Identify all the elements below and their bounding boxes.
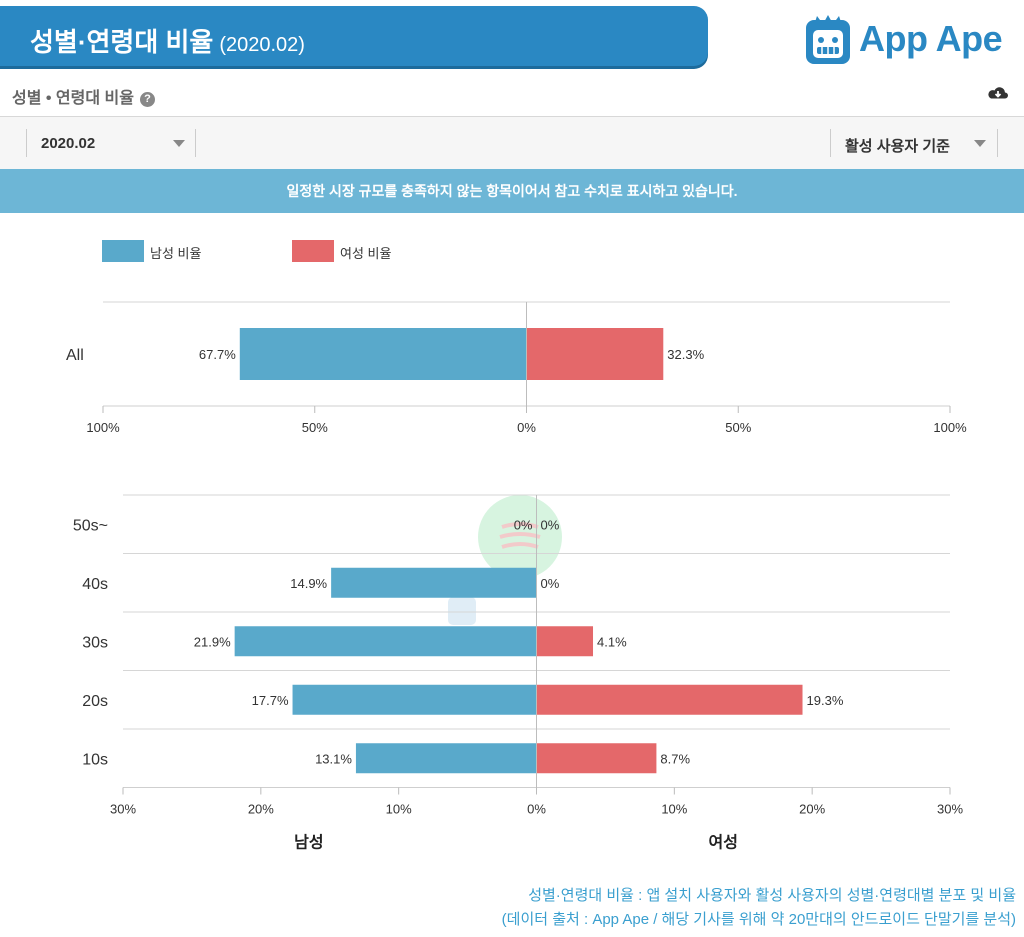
tick-label: 0% [527,802,546,817]
page-title-text: 성별·연령대 비율 [30,27,214,57]
filter-bar: 2020.02 활성 사용자 기준 [0,116,1024,170]
tick-label: 50% [725,420,751,435]
legend-male-label: 남성 비율 [150,246,202,261]
data-label-female: 19.3% [807,693,844,708]
date-select-value: 2020.02 [41,135,96,152]
bar-female [536,626,594,657]
tick-label: 50% [302,420,328,435]
section-title: 성별 • 연령대 비율? [12,84,155,108]
help-icon[interactable]: ? [139,92,155,107]
reference-notice: 일정한 시장 규모를 충족하지 않는 항목이어서 참고 수치로 표시하고 있습니… [0,169,1024,213]
section-title-text: 성별 • 연령대 비율 [12,90,134,107]
bar-male [331,567,537,598]
chart-age: 50s~ 0% 0% 40s 14.9% 0% 30s 21.9% 4.1% 20s 17.7% 19… [73,494,963,852]
user-basis-select[interactable]: 활성 사용자 기준 [830,129,998,157]
data-label-male: 21.9% [194,634,231,649]
tick-label: 30% [937,802,963,817]
data-label-female: 0% [541,576,560,591]
bar-male [292,684,537,715]
bar-male [239,328,527,380]
bar-male [355,743,537,774]
footer-line-1: 성별·연령대 비율 : 앱 설치 사용자와 활성 사용자의 성별·연령대별 분포… [528,887,1016,904]
tick-label: 30% [110,802,136,817]
tick-label: 100% [933,420,967,435]
category-label: 30s [82,634,108,651]
footer-line-2: (데이터 출처 : App Ape / 해당 기사를 위해 약 20만대의 안드… [501,911,1016,928]
x-axis-title-female: 여성 [709,834,738,852]
category-label: 50s~ [73,517,108,534]
category-label: 20s [82,693,108,710]
page-title: 성별·연령대 비율 (2020.02) [30,22,305,59]
x-axis-title-male: 남성 [294,834,323,852]
data-label-male: 17.7% [252,693,289,708]
ape-face-icon [806,15,850,64]
data-label-female: 8.7% [660,751,690,766]
tick-label: 20% [799,802,825,817]
user-basis-value: 활성 사용자 기준 [845,138,950,155]
tick-label: 10% [661,802,687,817]
bar-female [526,328,664,380]
legend-female-swatch [292,240,334,262]
date-select[interactable]: 2020.02 [26,129,196,157]
bar-male [234,626,537,657]
chart-all: All 67.7% 32.3% 100% 50% 0% 50% 100% [66,301,967,435]
legend-female-label: 여성 비율 [340,246,392,261]
tick-label: 20% [248,802,274,817]
legend-male: 남성 비율 [102,240,232,262]
data-label-female: 4.1% [597,634,627,649]
category-label: 40s [82,576,108,593]
data-label-female: 32.3% [667,347,704,362]
data-label-male: 13.1% [315,751,352,766]
data-label-male: 14.9% [290,576,327,591]
tick-label: 100% [86,420,120,435]
data-label-female: 0% [541,517,560,532]
tick-label: 0% [517,420,536,435]
data-label-male: 67.7% [199,347,236,362]
legend-male-swatch [102,240,144,262]
footer-note: 성별·연령대 비율 : 앱 설치 사용자와 활성 사용자의 성별·연령대별 분포… [502,884,1016,932]
header-banner: 성별·연령대 비율 (2020.02) [0,6,708,66]
category-label: 10s [82,751,108,768]
data-label-male: 0% [514,517,533,532]
category-label: All [66,347,84,364]
bar-female [536,684,803,715]
tick-label: 10% [386,802,412,817]
cloud-download-icon[interactable] [986,84,1010,104]
brand-name: App Ape [859,18,1003,59]
app-ape-logo: App Ape [803,12,1013,70]
page-subtitle: (2020.02) [219,34,305,56]
legend-female: 여성 비율 [292,240,422,262]
chevron-down-icon [974,140,986,147]
bar-female [536,743,657,774]
chevron-down-icon [173,140,185,147]
